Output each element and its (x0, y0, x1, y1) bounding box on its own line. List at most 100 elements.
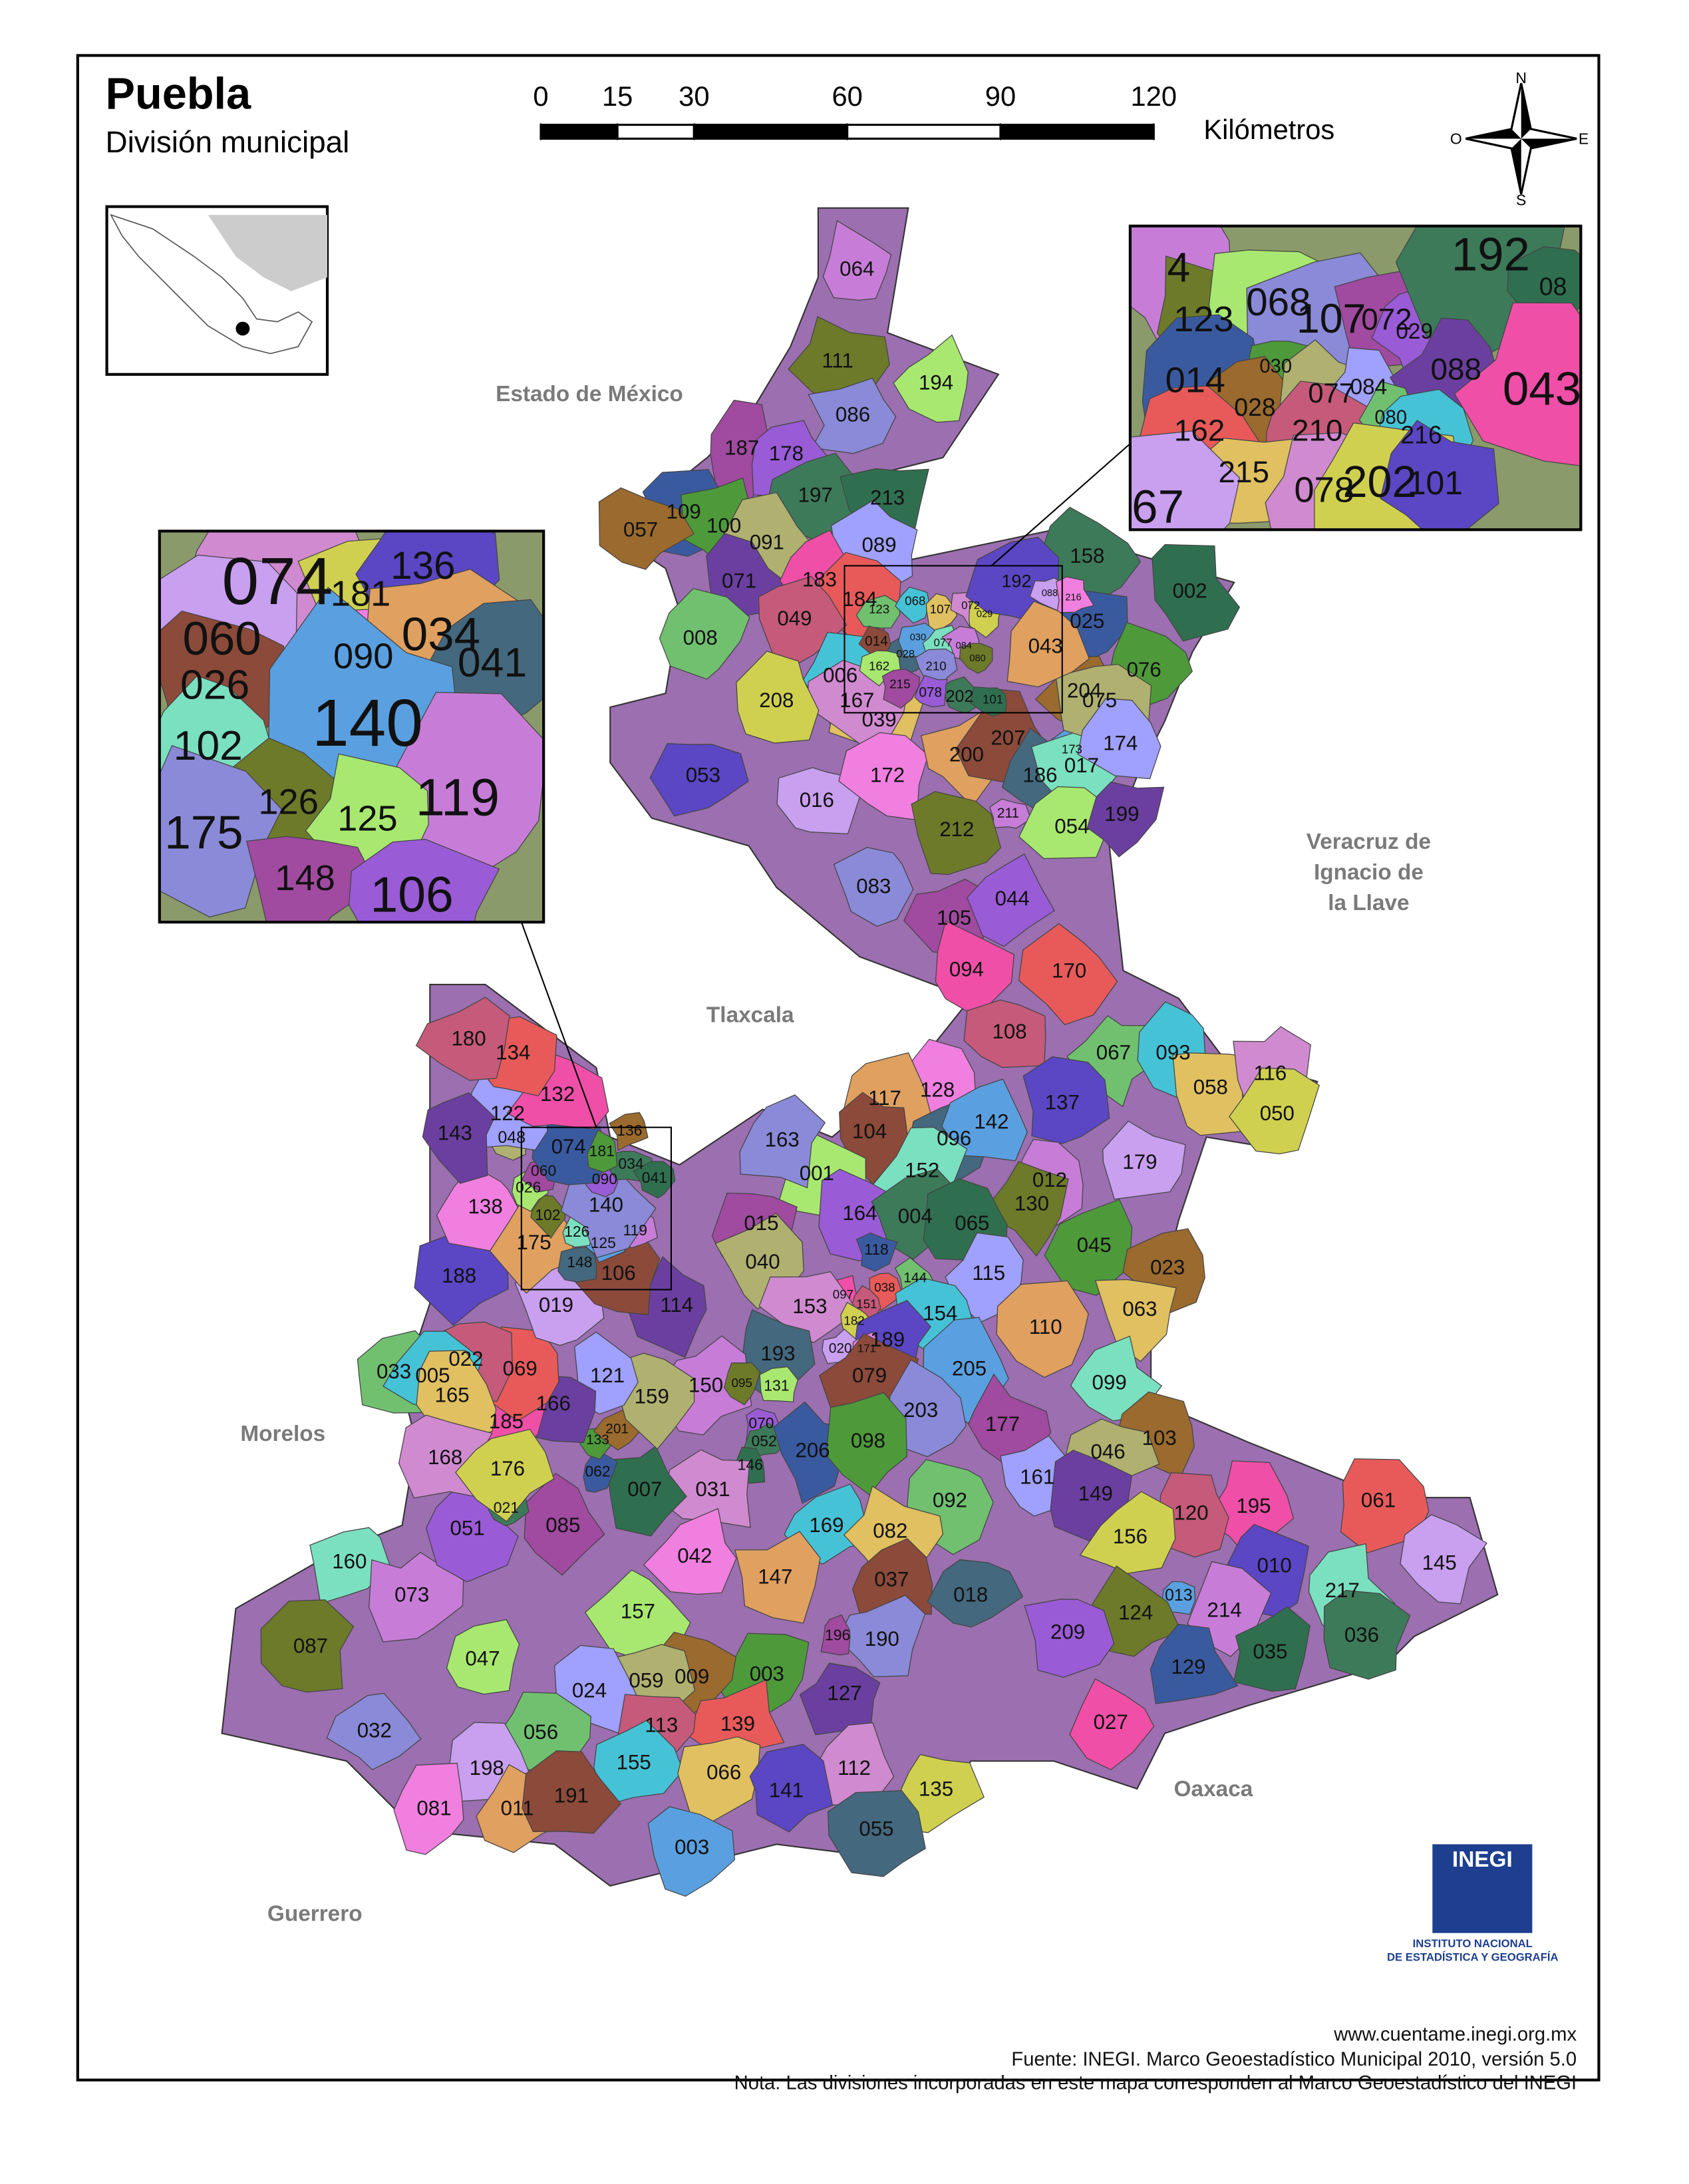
inset-label: 034 (402, 609, 480, 661)
municipality-label: 165 (435, 1383, 470, 1406)
logo-box (1432, 1844, 1533, 1933)
municipality-area (1022, 1056, 1110, 1144)
municipality-area (649, 743, 749, 817)
municipality-label: 103 (1142, 1426, 1177, 1450)
municipality-label: 111 (822, 349, 853, 372)
municipality-area (643, 1507, 737, 1595)
municipality-label: 210 (925, 659, 946, 673)
municipality-label: 044 (995, 887, 1030, 910)
zoom-leader (520, 921, 597, 1128)
municipality-area (677, 1736, 761, 1822)
municipality-area (859, 650, 901, 687)
municipality-area (1066, 1015, 1155, 1108)
municipality-label: 097 (833, 1287, 853, 1301)
municipality-label: 032 (357, 1719, 392, 1742)
municipality-area (598, 487, 694, 570)
municipality-label: 055 (859, 1817, 893, 1841)
zoom-leader (991, 443, 1131, 567)
municipality-label: 083 (856, 874, 891, 897)
municipality-area (326, 1692, 422, 1770)
inset-label: 088 (1430, 352, 1481, 387)
municipality-label: 094 (949, 957, 984, 981)
municipality-label: 198 (470, 1756, 504, 1780)
municipality-label: 202 (946, 687, 974, 706)
municipality-area (739, 1094, 826, 1189)
municipality-area (970, 686, 1007, 717)
municipality-label: 098 (851, 1429, 885, 1452)
municipality-label: 190 (865, 1627, 899, 1650)
municipality-label: 101 (983, 693, 1003, 706)
municipality-area (647, 1806, 736, 1897)
municipality-area (1340, 1458, 1430, 1553)
municipality-label: 176 (490, 1457, 525, 1480)
municipality-label: 025 (1070, 609, 1104, 633)
zoom-box (844, 565, 1063, 714)
municipality-area (633, 1161, 676, 1199)
municipality-area (826, 1392, 907, 1495)
municipality-label: 084 (956, 641, 972, 651)
municipality-label: 088 (1042, 588, 1058, 599)
municipality-label: 095 (732, 1376, 752, 1390)
municipality-label: 043 (1028, 635, 1063, 658)
municipality-label: 066 (706, 1760, 741, 1784)
inset-label: 090 (333, 636, 393, 676)
municipality-label: 077 (934, 637, 953, 649)
municipality-area (587, 1129, 618, 1173)
scale-unit: Kilómetros (1203, 114, 1334, 145)
municipality-label: 031 (695, 1478, 730, 1501)
municipality-label: 052 (751, 1432, 776, 1450)
municipality-label: 064 (840, 257, 874, 281)
municipality-area (749, 1744, 834, 1833)
municipality-label: 217 (1325, 1579, 1360, 1602)
municipality-label: 012 (1032, 1168, 1067, 1191)
municipality-label: 182 (844, 1313, 864, 1327)
municipality-area (822, 220, 892, 301)
municipality-label: 035 (1253, 1640, 1287, 1663)
municipality-label: 212 (939, 818, 974, 841)
logo-line2: DE ESTADÍSTICA Y GEOGRAFÍA (1387, 1951, 1559, 1964)
municipality-area (724, 1362, 761, 1406)
municipality-label: 177 (985, 1412, 1020, 1436)
municipality-label: 093 (1155, 1040, 1190, 1064)
municipality-label: 151 (856, 1297, 877, 1311)
municipality-label: 207 (991, 726, 1025, 749)
municipality-label: 074 (551, 1135, 586, 1158)
municipality-label: 150 (689, 1374, 723, 1397)
municipality-label: 099 (1092, 1371, 1127, 1394)
neighbor-label: Morelos (240, 1422, 325, 1446)
municipality-label: 215 (889, 677, 910, 691)
municipality-label: 060 (531, 1162, 556, 1179)
municipality-area (659, 587, 750, 680)
inset-label: 119 (416, 768, 500, 827)
logo: INEGI INSTITUTO NACIONAL DE ESTADÍSTICA … (1387, 1844, 1559, 1964)
inset-label: 060 (182, 613, 261, 665)
municipality-label: 124 (1118, 1601, 1153, 1625)
municipality-label: 123 (869, 602, 889, 616)
municipality-label: 096 (937, 1127, 971, 1150)
municipality-label: 078 (919, 685, 942, 701)
scale-tick-label: 90 (985, 80, 1016, 112)
inset-area (1380, 420, 1499, 530)
municipality-label: 171 (857, 1342, 876, 1355)
inset-label: 026 (180, 661, 249, 708)
municipality-label: 006 (823, 663, 857, 687)
municipality-label: 049 (777, 607, 812, 630)
municipality-label: 119 (623, 1221, 647, 1239)
neighbor-label: Guerrero (267, 1901, 363, 1926)
municipality-label: 140 (589, 1193, 623, 1217)
inset-label: 077 (1308, 377, 1354, 408)
municipality-area (415, 997, 510, 1081)
neighbor-label: Ignacio de (1314, 860, 1424, 885)
municipality-label: 106 (601, 1261, 636, 1285)
inset-label: 216 (1400, 421, 1442, 449)
municipality-area (855, 595, 901, 629)
municipality-label: 145 (1422, 1551, 1457, 1575)
municipality-label: 033 (377, 1360, 411, 1383)
municipality-label: 163 (765, 1128, 800, 1152)
municipality-label: 112 (838, 1756, 871, 1780)
inset-label: 136 (390, 544, 455, 587)
municipality-area (1024, 1599, 1115, 1678)
